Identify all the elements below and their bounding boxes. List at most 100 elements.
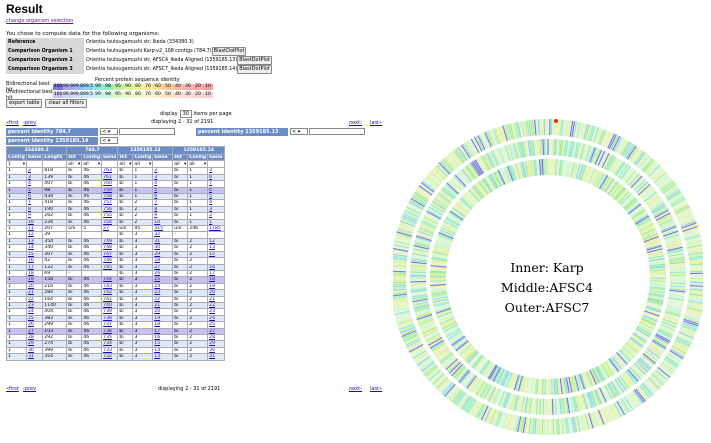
filter-identity-1359185-13-label: percent identity 1359185.13	[196, 128, 288, 136]
last-page-link-bottom[interactable]: last»	[370, 386, 382, 392]
ring-segment	[670, 272, 686, 273]
organism-name-text: Orientia tsutsugamushi Karp-v2_108 conti…	[86, 49, 212, 54]
organism-label: Comparison Organism 3	[6, 65, 84, 74]
next-page-link-bottom[interactable]: next›	[349, 386, 362, 392]
filter-value: all	[83, 162, 88, 167]
ring-segment	[650, 281, 666, 282]
change-organism-link[interactable]: change organism selection	[6, 18, 73, 24]
page-title: Result	[6, 2, 43, 16]
column-filter-select[interactable]: 1 ▾	[7, 161, 27, 168]
organism-name: Orientia tsutsugamushi str. AFSC4_Ikeda …	[84, 56, 274, 65]
ring-segment	[544, 379, 545, 395]
chevron-down-icon: ▾	[184, 162, 186, 167]
filter-identity-784-operator[interactable]: < ▾	[100, 128, 118, 135]
ring-segment	[554, 139, 555, 155]
prev-page-link-bottom[interactable]: ‹prev	[23, 386, 36, 392]
identity-swatch-bi: 40	[173, 84, 183, 90]
gene-link-cell[interactable]: 31	[208, 354, 225, 360]
blastdotplot-button-3[interactable]: BlastDotPlot	[237, 65, 272, 74]
column-filter-empty	[102, 161, 118, 168]
table-cell: 2	[188, 354, 208, 360]
results-table: 334380.3 784.7 1359185.13 1359185.14 Con…	[6, 146, 225, 361]
identity-swatch-uni: 95	[113, 92, 123, 98]
filter-value: all	[119, 162, 124, 167]
column-filter-empty	[153, 161, 173, 168]
identity-swatch-bi: 100	[53, 84, 63, 90]
column-header[interactable]: Contig	[188, 155, 208, 161]
ring-segment	[542, 379, 543, 395]
clear-filters-button[interactable]: clear all filters	[45, 99, 87, 108]
identity-swatch-bi: 98	[103, 84, 113, 90]
prev-page-link[interactable]: ‹prev	[23, 120, 36, 126]
ring-segment	[552, 139, 553, 155]
ring-segment	[543, 399, 544, 415]
identity-swatch-bi: 20	[193, 84, 203, 90]
identity-swatch-bi: 99.5	[83, 84, 93, 90]
gene-link-cell[interactable]: 13	[153, 354, 173, 360]
gene-link-cell[interactable]: 732	[102, 354, 118, 360]
ring-segment	[552, 399, 553, 415]
column-filter-select[interactable]: all ▾	[118, 161, 133, 168]
column-header[interactable]: Contig	[82, 155, 102, 161]
organism-row-1: Comparison Organism 1 Orientia tsutsugam…	[6, 47, 274, 56]
identity-swatch-uni: 99	[93, 92, 103, 98]
origin-marker	[554, 119, 558, 123]
filter-identity-1359185-14-label: percent identity 1359185.14	[6, 137, 98, 145]
organism-table: Reference Orientia tsutsugamushi str. Ik…	[6, 38, 274, 74]
ring-segment	[543, 139, 544, 155]
chevron-down-icon: ▾	[23, 162, 25, 167]
table-cell: 46	[82, 354, 102, 360]
column-header[interactable]: Gene	[102, 155, 118, 161]
first-page-link[interactable]: «first	[6, 120, 19, 126]
filter-identity-1359185-13-operator[interactable]: < ▾	[290, 128, 308, 135]
column-header[interactable]: Contig	[7, 155, 27, 161]
blastdotplot-button-1[interactable]: BlastDotPlot	[212, 47, 247, 56]
filter-value: all	[189, 162, 194, 167]
filter-identity-1359185-13-input[interactable]	[309, 128, 365, 135]
organism-row-2: Comparison Organism 2 Orientia tsutsugam…	[6, 56, 274, 65]
table-cell: bi	[67, 354, 82, 360]
operator-value: <	[292, 129, 296, 135]
table-cell: 1	[7, 354, 27, 360]
identity-swatch-bi: 95	[113, 84, 123, 90]
column-header[interactable]: Gene	[27, 155, 43, 161]
column-header[interactable]: Contig	[133, 155, 153, 161]
filter-identity-1359185-14-operator[interactable]: < ▾	[100, 137, 118, 144]
column-filter-select[interactable]: all ▾	[67, 161, 82, 168]
ring-segment	[410, 272, 426, 273]
table-cell: bi	[173, 354, 188, 360]
organism-label: Reference	[6, 38, 84, 47]
organism-row-3: Comparison Organism 3 Orientia tsutsugam…	[6, 65, 274, 74]
identity-swatch-uni: 20	[193, 92, 203, 98]
gene-link-cell[interactable]: 31	[27, 354, 43, 360]
column-filter-select[interactable]: all ▾	[133, 161, 153, 168]
column-header[interactable]: Gene	[208, 155, 225, 161]
identity-swatch-bi: 60	[153, 84, 163, 90]
identity-swatch-bi: 50	[163, 84, 173, 90]
blastdotplot-button-2[interactable]: BlastDotPlot	[237, 56, 272, 65]
identity-swatch-uni: 100	[53, 92, 63, 98]
column-filter-empty	[208, 161, 225, 168]
filter-identity-784-input[interactable]	[119, 128, 175, 135]
next-page-link[interactable]: next›	[349, 120, 362, 126]
last-page-link[interactable]: last»	[370, 120, 382, 126]
column-filter-select[interactable]: all ▾	[188, 161, 208, 168]
chevron-down-icon: ▾	[298, 129, 301, 135]
ring-segment	[650, 273, 666, 274]
identity-swatch-bi: 70	[143, 84, 153, 90]
per-page-control: display 30 items per page	[160, 110, 232, 118]
ring-segment	[410, 283, 426, 284]
organism-name-text: Orientia tsutsugamushi str. AFSC4_Ikeda …	[86, 58, 237, 63]
ring-segment	[410, 281, 426, 282]
export-table-button[interactable]: export table	[6, 99, 42, 108]
group-header-1359185-13: 1359185.13	[118, 147, 173, 155]
per-page-input[interactable]: 30	[180, 110, 192, 118]
column-filter-select[interactable]: all ▾	[82, 161, 102, 168]
organism-row-reference: Reference Orientia tsutsugamushi str. Ik…	[6, 38, 274, 47]
first-page-link-bottom[interactable]: «first	[6, 386, 19, 392]
chevron-down-icon: ▾	[129, 162, 131, 167]
ring-segment	[690, 282, 703, 283]
column-filter-select[interactable]: all ▾	[173, 161, 188, 168]
chevron-down-icon: ▾	[98, 162, 100, 167]
